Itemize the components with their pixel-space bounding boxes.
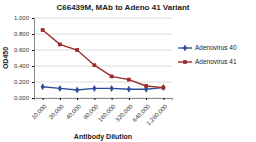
- y-axis-title: OD450: [2, 47, 9, 69]
- y-tick: 0.600: [14, 47, 34, 53]
- x-tick-label: 160,000: [97, 103, 117, 123]
- x-tick-mark: [163, 98, 164, 100]
- legend-item: Adenovirus 40: [178, 44, 237, 51]
- point: [92, 85, 96, 92]
- point: [41, 28, 45, 32]
- x-tick: 40,000: [65, 98, 83, 120]
- point: [162, 86, 166, 90]
- point: [144, 84, 148, 88]
- legend-label: Adenovirus 40: [195, 44, 237, 51]
- y-tick-label: 0.000: [14, 95, 30, 101]
- grid-line: [34, 18, 172, 19]
- grid-line: [34, 82, 172, 83]
- x-tick-mark: [77, 98, 78, 100]
- x-tick-label: 40,000: [65, 103, 83, 121]
- x-tick-mark: [43, 98, 44, 100]
- x-axis: 10,00020,00040,00080,000160,000320,00064…: [30, 98, 172, 126]
- point: [58, 43, 62, 47]
- x-tick-mark: [129, 98, 130, 100]
- y-tick: 0.200: [14, 79, 34, 85]
- grid-line: [34, 66, 172, 67]
- x-tick: 10,000: [30, 98, 48, 120]
- y-tick-mark: [32, 66, 34, 67]
- x-tick-mark: [146, 98, 147, 100]
- point: [161, 84, 165, 91]
- x-tick: 1,280,000: [145, 98, 169, 126]
- y-tick-mark: [32, 98, 34, 99]
- series-line: [43, 30, 164, 88]
- x-tick-label: 1,280,000: [145, 103, 169, 127]
- point: [41, 83, 45, 90]
- point: [58, 85, 62, 92]
- grid: [34, 18, 172, 98]
- point: [127, 78, 131, 82]
- y-tick: 0.000: [14, 95, 34, 101]
- x-axis-title: Antibody Dilution: [74, 133, 132, 141]
- x-tick-label: 10,000: [30, 103, 48, 121]
- y-tick: 1.000: [14, 15, 34, 21]
- legend-marker: [183, 60, 187, 64]
- plot: 0.000 0.200 0.400 0.600 0.800 1.000 10,00020,0…: [14, 15, 173, 126]
- x-tick-label: 20,000: [48, 103, 66, 121]
- y-tick-label: 0.200: [14, 79, 30, 85]
- point: [110, 85, 114, 92]
- marks: [41, 28, 166, 93]
- point: [75, 48, 79, 52]
- point: [110, 75, 114, 79]
- grid-line: [34, 50, 172, 51]
- chart: C66439M, MAb to Adeno 41 Variant 0.000 0.2…: [0, 0, 256, 142]
- legend: Adenovirus 40 Adenovirus 41: [178, 44, 237, 65]
- x-tick-mark: [94, 98, 95, 100]
- y-tick-mark: [32, 50, 34, 51]
- y-tick-label: 1.000: [14, 15, 30, 21]
- title: C66439M, MAb to Adeno 41 Variant: [56, 3, 189, 12]
- grid-line: [34, 34, 172, 35]
- legend-marker: [183, 45, 187, 52]
- y-tick-mark: [32, 34, 34, 35]
- point: [127, 86, 131, 93]
- y-tick-label: 0.600: [14, 47, 30, 53]
- y-tick-label: 0.800: [14, 31, 30, 37]
- x-tick: 20,000: [48, 98, 66, 120]
- y-axis-line: [32, 19, 35, 99]
- x-tick-mark: [112, 98, 113, 100]
- y-axis: 0.000 0.200 0.400 0.600 0.800 1.000: [14, 15, 35, 101]
- point: [75, 87, 79, 94]
- point: [93, 63, 97, 67]
- y-tick: 0.400: [14, 63, 34, 69]
- x-axis-line: [35, 99, 173, 101]
- y-tick-label: 0.400: [14, 63, 30, 69]
- legend-item: Adenovirus 41: [178, 58, 237, 65]
- legend-label: Adenovirus 41: [195, 58, 237, 65]
- x-tick-label: 320,000: [114, 103, 134, 123]
- y-tick-mark: [32, 18, 34, 19]
- y-tick: 0.800: [14, 31, 34, 37]
- x-tick-mark: [60, 98, 61, 100]
- y-tick-mark: [32, 82, 34, 83]
